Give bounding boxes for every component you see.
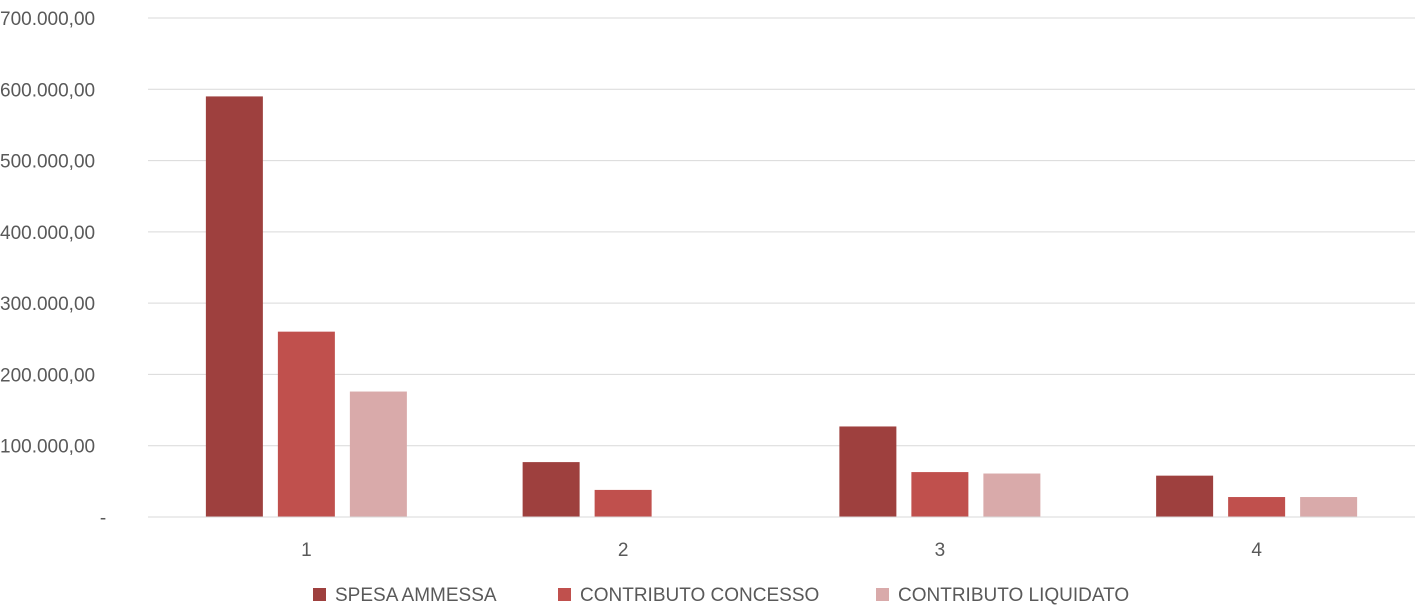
x-tick-label: 3 [935,540,946,561]
bar-contributo-liquidato-1 [349,391,407,517]
legend-swatch [876,588,889,601]
x-axis-ticks: 1 2 3 4 [301,540,1262,561]
y-tick-label: 300.000,00 [0,294,95,315]
y-tick-label: - [100,508,106,529]
bars [205,96,1358,518]
bar-contributo-concesso-1 [277,331,335,517]
gridlines [148,17,1415,447]
y-tick-label: 600.000,00 [0,80,95,101]
bar-spesa-ammessa-1 [205,96,263,518]
legend-swatch [558,588,571,601]
y-tick-label: 700.000,00 [0,9,95,30]
legend: SPESA AMMESSA CONTRIBUTO CONCESSO CONTRIBU… [313,585,1129,606]
bar-spesa-ammessa-3 [839,426,897,517]
y-tick-label: 500.000,00 [0,152,95,173]
y-tick-label: 200.000,00 [0,365,95,386]
legend-label: CONTRIBUTO LIQUIDATO [898,585,1129,606]
y-tick-label: 400.000,00 [0,223,95,244]
legend-label: SPESA AMMESSA [335,585,497,606]
x-tick-label: 2 [618,540,629,561]
legend-label: CONTRIBUTO CONCESSO [580,585,819,606]
bar-contributo-concesso-2 [594,489,652,517]
bar-contributo-liquidato-4 [1300,497,1358,517]
x-tick-label: 4 [1251,540,1262,561]
bar-spesa-ammessa-4 [1156,475,1214,517]
legend-swatch [313,588,326,601]
bar-contributo-concesso-4 [1228,497,1286,517]
bar-contributo-concesso-3 [911,472,969,517]
y-tick-label: 100.000,00 [0,437,95,458]
y-axis-ticks: - 100.000,00 200.000,00 300.000,00 400.000,0… [0,9,106,529]
x-tick-label: 1 [301,540,312,561]
bar-contributo-liquidato-3 [983,473,1041,517]
bar-spesa-ammessa-2 [522,462,580,517]
